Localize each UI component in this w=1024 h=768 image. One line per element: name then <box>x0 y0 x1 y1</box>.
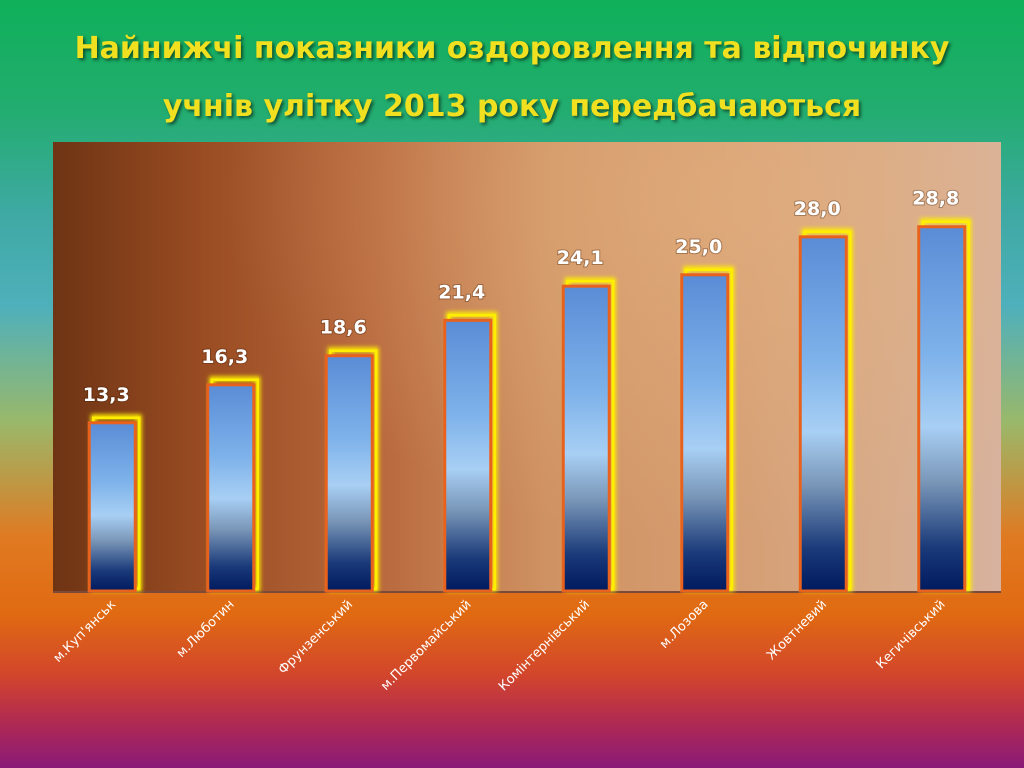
bar-fill <box>561 284 611 593</box>
data-label: 28,0 <box>794 198 841 220</box>
chart-title: Найнижчі показники оздоровлення та відпо… <box>20 20 1004 136</box>
x-tick-label: Комінтернівський <box>496 597 593 694</box>
data-label: 18,6 <box>320 317 367 339</box>
data-label: 16,3 <box>201 346 248 368</box>
data-label: 28,8 <box>912 188 959 210</box>
data-label: 24,1 <box>557 247 604 269</box>
bar-fill <box>443 318 493 593</box>
bar <box>206 376 261 593</box>
bar-fill <box>917 225 967 593</box>
bar <box>798 228 853 593</box>
title-line-1: Найнижчі показники оздоровлення та відпо… <box>74 31 950 66</box>
x-tick-label: Жовтневий <box>764 597 830 663</box>
bar <box>561 277 616 593</box>
x-tick-label: м.Куп'янськ <box>51 597 120 666</box>
x-axis-line <box>53 591 1001 593</box>
bar <box>324 347 379 593</box>
x-tick-label: м.Первомайський <box>378 597 474 693</box>
bar-fill <box>798 235 848 593</box>
bar <box>917 218 972 593</box>
bar <box>87 414 142 593</box>
x-tick-label: м.Лозова <box>657 597 712 652</box>
bar-fill <box>324 354 374 593</box>
data-label: 25,0 <box>675 236 722 258</box>
data-label: 21,4 <box>438 281 485 303</box>
data-label: 13,3 <box>83 384 130 406</box>
bar-fill <box>87 421 137 593</box>
bar <box>680 266 735 593</box>
x-tick-label: Кегичівський <box>874 597 949 672</box>
title-line-2: учнів улітку 2013 року передбачаються <box>162 89 862 124</box>
x-tick-label: Фрунзенський <box>276 597 356 677</box>
bar-fill <box>680 273 730 593</box>
x-tick-label: м.Люботин <box>174 597 238 661</box>
bar-fill <box>206 383 256 593</box>
bar <box>443 311 498 593</box>
